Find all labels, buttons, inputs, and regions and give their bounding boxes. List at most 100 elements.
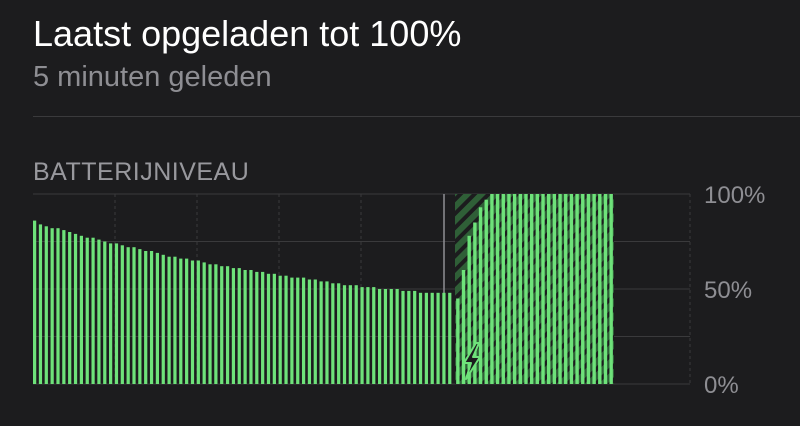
battery-bar — [342, 285, 347, 384]
battery-bar — [272, 273, 276, 384]
battery-bar — [225, 266, 230, 384]
charging-bar — [546, 194, 551, 384]
battery-bar — [68, 232, 72, 384]
battery-bar — [266, 273, 271, 384]
battery-bar — [348, 285, 352, 384]
battery-bar — [231, 268, 236, 384]
battery-bar — [395, 289, 399, 384]
charging-bar — [581, 194, 585, 384]
battery-bar — [331, 283, 335, 384]
battery-bar — [167, 256, 171, 384]
charging-bar — [501, 194, 505, 384]
battery-bar — [372, 287, 376, 384]
battery-bar — [85, 237, 89, 384]
battery-bar — [56, 228, 60, 384]
battery-bar — [179, 258, 183, 384]
last-charged-time: 5 minuten geleden — [33, 61, 272, 93]
battery-bar — [79, 235, 83, 384]
battery-bar — [73, 233, 78, 384]
battery-bar — [62, 230, 66, 384]
battery-bar — [208, 264, 212, 384]
battery-bar — [424, 292, 428, 384]
battery-bar — [366, 287, 370, 384]
charging-bar — [467, 235, 471, 384]
battery-level-chart-svg: 100% 50% 0% — [33, 185, 765, 399]
charging-bar — [529, 194, 534, 384]
battery-bar — [319, 281, 323, 384]
battery-bar — [44, 226, 48, 384]
battery-bar — [377, 289, 382, 384]
battery-bar — [161, 254, 165, 384]
battery-bar — [190, 260, 195, 384]
battery-bar — [237, 268, 241, 384]
battery-bar — [138, 249, 142, 384]
battery-bar — [442, 292, 446, 384]
charging-bar — [575, 194, 579, 384]
battery-bar — [97, 239, 101, 384]
charging-bar — [512, 194, 517, 384]
battery-bar — [436, 292, 440, 384]
charging-bar — [461, 270, 466, 384]
battery-bar — [38, 224, 43, 384]
battery-bar — [307, 279, 312, 384]
charging-bar — [524, 194, 528, 384]
charging-bar — [490, 194, 494, 384]
charging-bar — [484, 199, 488, 384]
charging-bar — [495, 194, 500, 384]
battery-bar — [284, 275, 288, 384]
battery-bar — [313, 279, 317, 384]
battery-bar — [185, 258, 189, 384]
battery-bar — [383, 289, 388, 384]
battery-bar — [354, 285, 358, 384]
charging-bar — [564, 194, 568, 384]
charging-bar — [558, 194, 562, 384]
battery-bar — [196, 260, 200, 384]
divider — [33, 116, 800, 117]
battery-bar — [249, 270, 253, 384]
battery-bar — [448, 292, 452, 384]
battery-bar — [91, 237, 95, 384]
battery-bar — [413, 290, 417, 384]
battery-bar — [109, 243, 113, 384]
y-tick-label: 0% — [704, 372, 739, 399]
charging-bar — [456, 298, 460, 384]
battery-bar — [360, 287, 364, 384]
battery-bar — [149, 251, 154, 384]
charging-bar — [569, 194, 574, 384]
battery-bar — [290, 277, 294, 384]
battery-bar — [430, 292, 434, 384]
battery-bar — [401, 290, 405, 384]
battery-bar — [202, 262, 206, 384]
battery-bar — [220, 266, 224, 384]
battery-bar — [144, 251, 148, 384]
charging-bar — [473, 222, 477, 384]
battery-bar — [103, 241, 107, 384]
charging-bar — [592, 194, 596, 384]
charging-bar — [535, 194, 540, 384]
battery-level-chart[interactable]: 100% 50% 0% — [0, 185, 800, 400]
battery-bar — [114, 243, 119, 384]
battery-bar — [50, 228, 54, 384]
battery-bar — [407, 290, 411, 384]
charging-bar — [541, 194, 545, 384]
charging-bar — [552, 194, 557, 384]
charging-bar — [478, 207, 483, 384]
charging-bar — [609, 194, 613, 384]
charging-bar — [518, 194, 523, 384]
charging-bar — [598, 194, 602, 384]
battery-bar — [243, 270, 247, 384]
charging-bar — [603, 194, 608, 384]
y-tick-label: 50% — [704, 277, 752, 304]
battery-bar — [132, 247, 136, 384]
battery-bar — [214, 264, 218, 384]
battery-bar — [337, 283, 341, 384]
battery-bar — [325, 281, 329, 384]
battery-bar — [120, 245, 124, 384]
battery-bar — [126, 247, 130, 384]
battery-bar — [33, 220, 37, 384]
battery-bar — [278, 275, 282, 384]
battery-bar — [261, 271, 265, 384]
battery-bar — [255, 271, 259, 384]
lightning-bolt-icon — [463, 342, 481, 380]
battery-bar — [389, 289, 393, 384]
